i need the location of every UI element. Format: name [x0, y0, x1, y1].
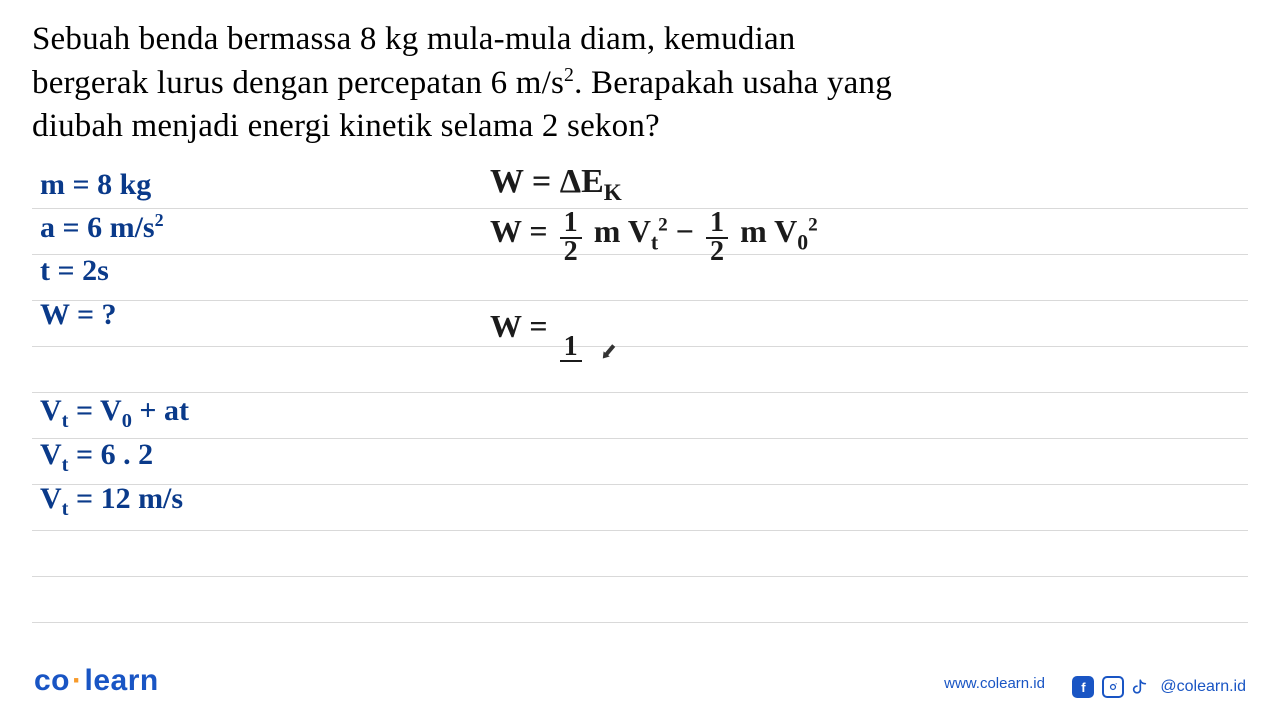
brand-logo-dot: · [72, 664, 83, 697]
rule-line [32, 622, 1248, 623]
brand-logo-learn: learn [85, 664, 159, 697]
rule-line [32, 300, 1248, 301]
vel1-post: + at [132, 394, 189, 427]
problem-line-1: Sebuah benda bermassa 8 kg mula-mula dia… [32, 21, 796, 57]
work2-frac2: 1 2 [706, 210, 728, 265]
rule-line [32, 392, 1248, 393]
work2-minus: − [676, 213, 702, 249]
work2-frac2-top: 1 [706, 210, 728, 239]
page: Sebuah benda bermassa 8 kg mula-mula dia… [0, 0, 1280, 720]
work2-frac1-bot: 2 [560, 239, 582, 266]
vel1-v: V [40, 394, 62, 427]
work-eq-3: W = 1 [490, 308, 586, 362]
work1-rhs-sub: K [604, 180, 622, 206]
given-accel: a = 6 m/s2 [40, 210, 164, 245]
brand-logo-co: co [34, 664, 70, 697]
rule-line [32, 208, 1248, 209]
footer-handle[interactable]: @colearn.id [1160, 678, 1246, 696]
given-mass: m = 8 kg [40, 168, 151, 202]
work1-rhs: ΔE [560, 163, 604, 200]
given-unknown: W = ? [40, 298, 117, 332]
problem-line-3: diubah menjadi energi kinetik selama 2 s… [32, 108, 660, 144]
work3-frac: 1 [560, 334, 582, 363]
work2-mv1: m V [594, 213, 651, 249]
given-accel-sup: 2 [155, 210, 164, 230]
work2-lhs: W = [490, 213, 556, 249]
work2-frac1-top: 1 [560, 210, 582, 239]
work2-mv1-sup: 2 [658, 214, 668, 235]
work3-lhs: W = [490, 308, 556, 344]
vel2-v: V [40, 438, 62, 471]
work3-frac-top: 1 [560, 334, 582, 363]
footer-socials: f @colearn.id [1072, 676, 1246, 698]
rule-line [32, 530, 1248, 531]
problem-line-2a: bergerak lurus dengan percepatan 6 m/s [32, 65, 564, 101]
vel3-v: V [40, 482, 62, 515]
work-eq-1: W = ΔEK [490, 163, 622, 207]
rule-line [32, 346, 1248, 347]
work2-frac2-bot: 2 [706, 239, 728, 266]
problem-text: Sebuah benda bermassa 8 kg mula-mula dia… [32, 18, 1248, 149]
work2-frac1: 1 2 [560, 210, 582, 265]
vel1-sub-0: 0 [122, 410, 132, 432]
vel3-post: = 12 m/s [68, 482, 183, 515]
problem-line-2b: . Berapakah usaha yang [574, 65, 892, 101]
velocity-eq-3: Vt = 12 m/s [40, 482, 183, 521]
rule-line [32, 576, 1248, 577]
given-accel-text: a = 6 m/s [40, 211, 155, 244]
vel2-post: = 6 . 2 [68, 438, 153, 471]
rule-line [32, 484, 1248, 485]
given-time-text: t = 2s [40, 254, 109, 287]
work1-lhs: W = [490, 163, 560, 200]
given-mass-text: m = 8 kg [40, 168, 151, 201]
given-unknown-text: W = ? [40, 298, 117, 331]
footer-site-url[interactable]: www.colearn.id [944, 675, 1045, 692]
work2-mv2-sup: 2 [808, 214, 818, 235]
rule-line [32, 438, 1248, 439]
instagram-icon[interactable] [1102, 676, 1124, 698]
tiktok-icon[interactable] [1132, 677, 1152, 697]
work-eq-2: W = 1 2 m Vt2 − 1 2 m V02 [490, 210, 818, 265]
velocity-eq-1: Vt = V0 + at [40, 394, 189, 433]
problem-line-2-sup: 2 [564, 64, 574, 86]
facebook-icon[interactable]: f [1072, 676, 1094, 698]
work2-mv2-sub: 0 [797, 231, 808, 255]
vel1-mid: = V [68, 394, 121, 427]
brand-logo: co·learn [34, 664, 159, 698]
work2-mv2: m V [740, 213, 797, 249]
footer: co·learn www.colearn.id f @colearn.id [0, 652, 1280, 720]
velocity-eq-2: Vt = 6 . 2 [40, 438, 153, 477]
given-time: t = 2s [40, 254, 109, 288]
